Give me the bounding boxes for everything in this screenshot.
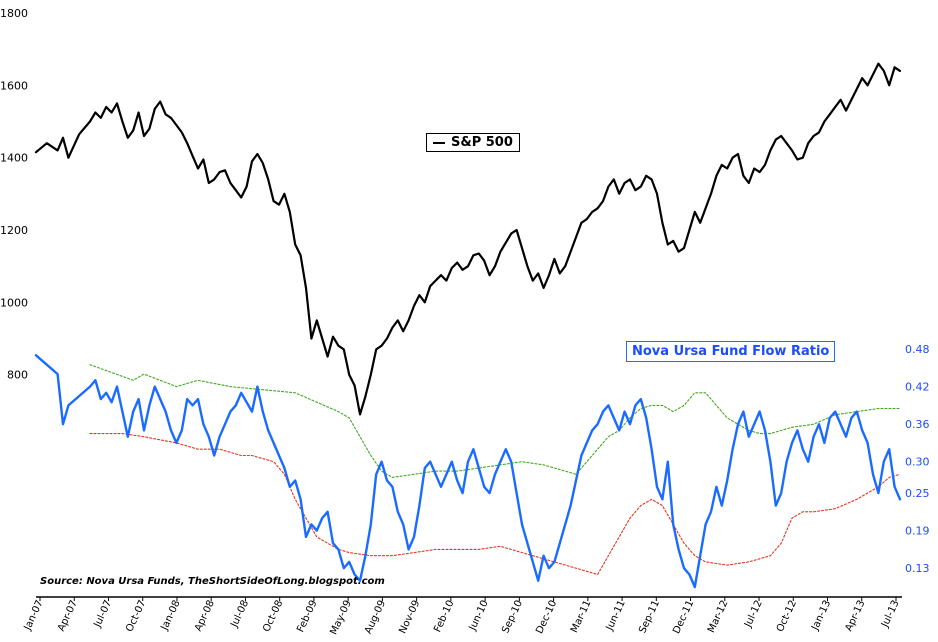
- x-axis-tick-label: Jan-07: [22, 599, 46, 633]
- x-axis-tick-label: Apr-07: [56, 599, 80, 634]
- x-axis-tick-label: Dec-11: [671, 599, 696, 636]
- right-axis-tick-label: 0.42: [905, 381, 930, 394]
- right-axis-tick-label: 0.19: [905, 525, 930, 538]
- x-axis-tick-label: Sep-11: [637, 599, 662, 636]
- x-axis-tick-label: Feb-09: [295, 599, 319, 635]
- right-axis-ticks: 0.13 0.19 0.25 0.30 0.36 0.42 0.48: [905, 343, 930, 575]
- left-axis-tick-label: 1800: [0, 7, 28, 20]
- x-axis-tick-label: Jul-08: [229, 599, 251, 630]
- x-axis-tick-label: Oct-07: [124, 599, 148, 634]
- x-axis-tick-label: Nov-09: [397, 599, 422, 636]
- series-line-upper-band: [89, 364, 901, 478]
- x-axis-tick-label: Sep-10: [500, 599, 525, 636]
- x-axis-tick-label: Oct-08: [261, 599, 285, 634]
- x-axis-tick-label: Aug-09: [363, 599, 388, 636]
- x-axis-tick-label: Jun-10: [467, 599, 491, 634]
- right-axis-tick-label: 0.48: [905, 343, 930, 356]
- x-axis-tick-label: Jul-07: [92, 599, 114, 630]
- series-line-nova-ursa: [34, 354, 902, 589]
- x-axis-tick-label: Jun-11: [604, 599, 628, 634]
- legend-nova-ursa: Nova Ursa Fund Flow Ratio: [626, 341, 836, 362]
- left-axis-tick-label: 1600: [0, 79, 28, 92]
- x-axis-tick-label: Jul-12: [742, 599, 764, 630]
- x-axis-tick-label: Feb-10: [432, 599, 456, 635]
- series-layer: [34, 62, 902, 589]
- left-axis-ticks: 800 1000 1200 1400 1600 1800: [0, 7, 28, 382]
- x-axis-tick-label: Apr-08: [193, 599, 217, 634]
- x-axis-tick-label: Jan-13: [809, 599, 833, 633]
- legend-sp500: S&P 500: [426, 133, 520, 152]
- right-axis-tick-label: 0.25: [905, 487, 930, 500]
- x-axis-tick-label: Apr-13: [844, 599, 868, 634]
- left-axis-tick-label: 1200: [0, 224, 28, 237]
- left-axis-tick-label: 1400: [0, 152, 28, 165]
- legend-nova-ursa-label: Nova Ursa Fund Flow Ratio: [632, 344, 830, 359]
- right-axis-tick-label: 0.36: [905, 418, 930, 431]
- left-axis-tick-label: 800: [7, 369, 28, 382]
- x-axis-tick-label: Mar-11: [569, 599, 594, 635]
- legend-sp500-label: S&P 500: [451, 135, 513, 150]
- right-axis-tick-label: 0.13: [905, 562, 930, 575]
- x-axis-tick-label: Jan-08: [159, 599, 183, 633]
- x-axis-tick-label: Mar-12: [706, 599, 731, 635]
- left-axis-tick-label: 1000: [0, 296, 28, 309]
- series-line-sp500: [34, 62, 902, 416]
- legend-sp500-swatch: [433, 141, 445, 144]
- source-note: Source: Nova Ursa Funds, TheShortSideOfL…: [40, 576, 385, 587]
- x-axis-tick-label: May-09: [328, 599, 354, 637]
- x-axis-tick-label: Oct-12: [775, 599, 799, 634]
- right-axis-tick-label: 0.30: [905, 456, 930, 469]
- x-axis-ticks: Jan-07 Apr-07 Jul-07 Oct-07 Jan-08 Apr-08 Jul-…: [22, 597, 902, 637]
- x-axis-tick-label: Jul-13: [879, 599, 901, 630]
- x-axis-tick-label: Dec-10: [534, 599, 559, 636]
- series-line-lower-band: [89, 433, 901, 576]
